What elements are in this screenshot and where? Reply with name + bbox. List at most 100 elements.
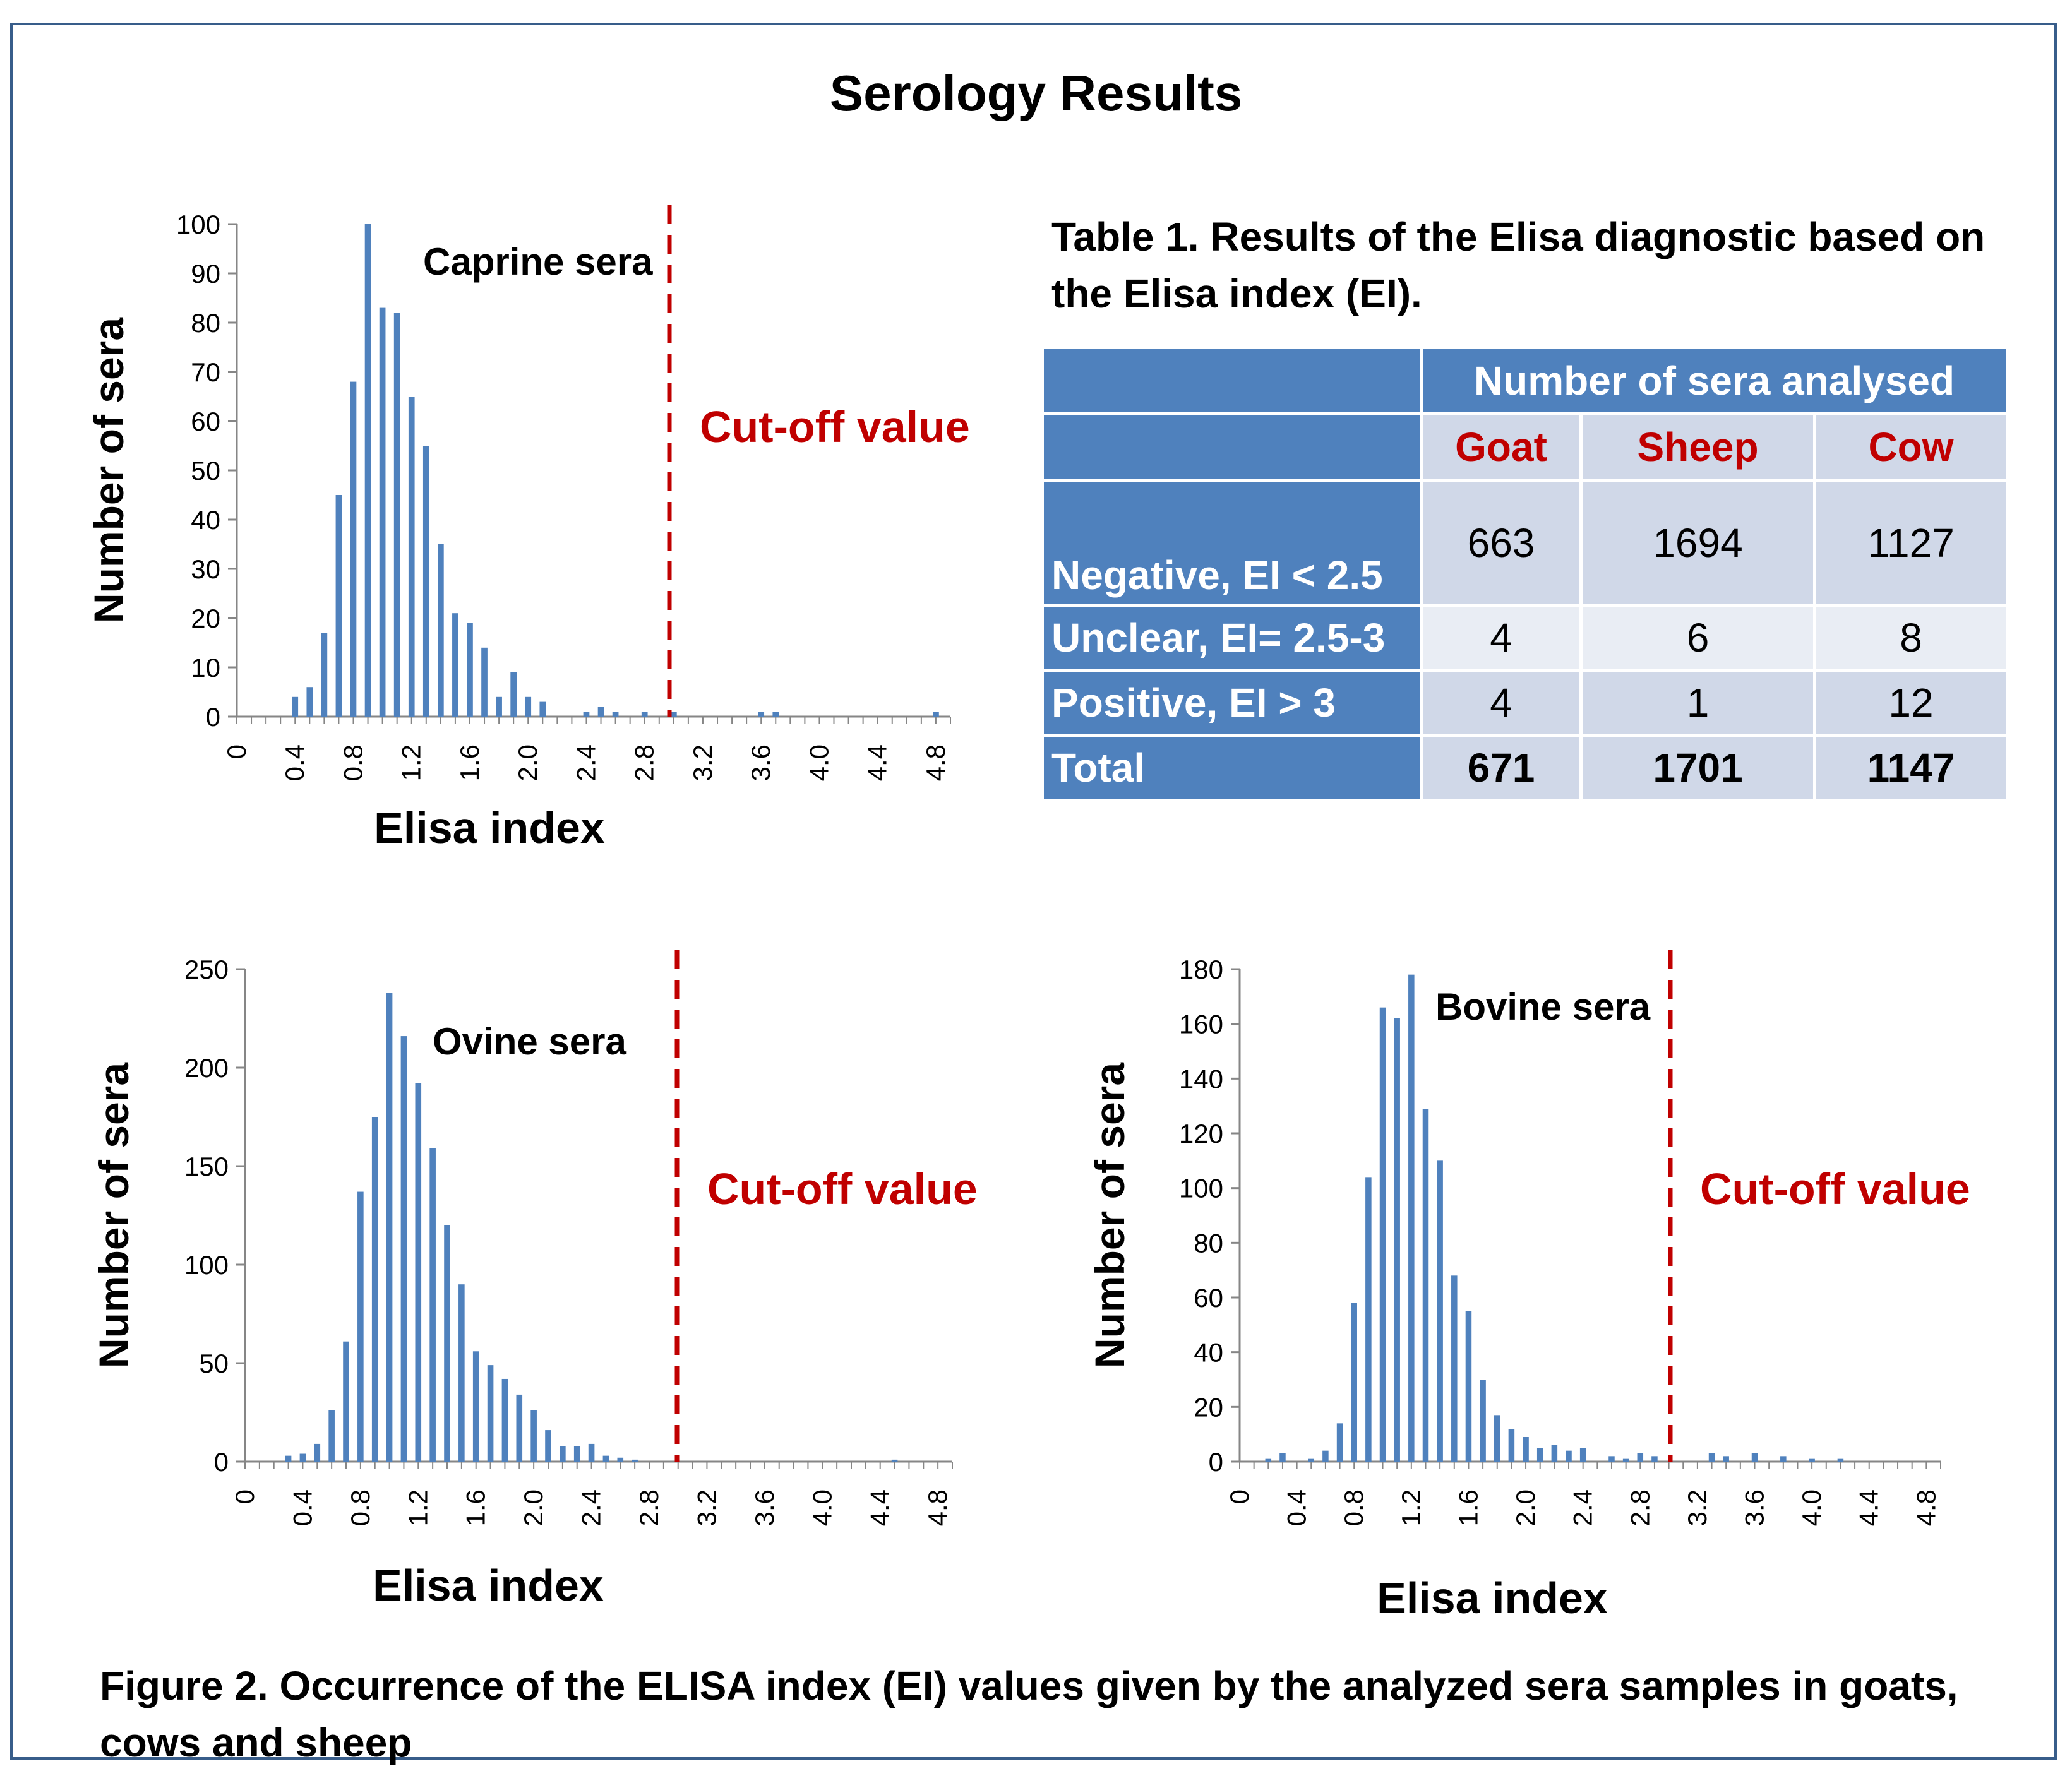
bar bbox=[539, 701, 546, 717]
y-tick-label: 50 bbox=[191, 456, 220, 486]
table-cell: 1694 bbox=[1579, 479, 1816, 607]
bar bbox=[560, 1446, 566, 1462]
x-tick-label: 2.8 bbox=[1625, 1489, 1655, 1526]
series-annotation: Caprine sera bbox=[423, 241, 653, 283]
x-tick-label: 3.2 bbox=[692, 1489, 721, 1526]
bar bbox=[364, 224, 371, 717]
y-tick-label: 120 bbox=[1179, 1119, 1223, 1148]
y-tick-label: 140 bbox=[1179, 1064, 1223, 1094]
bar bbox=[429, 1148, 436, 1462]
bar bbox=[1651, 1456, 1658, 1462]
bar bbox=[467, 623, 473, 717]
bar bbox=[438, 544, 444, 717]
y-tick-label: 40 bbox=[191, 505, 220, 535]
table-corner-cell bbox=[1041, 412, 1423, 482]
bar bbox=[1351, 1303, 1357, 1462]
results-table: Number of sera analysed Goat Sheep Cow N… bbox=[1041, 346, 2009, 802]
x-tick-label: 0 bbox=[230, 1489, 260, 1504]
bar bbox=[371, 1117, 378, 1462]
bar bbox=[670, 712, 677, 717]
column-header-cow: Cow bbox=[1812, 412, 2009, 482]
page-title: Serology Results bbox=[829, 65, 1243, 121]
x-tick-label: 2.4 bbox=[571, 744, 601, 781]
bar bbox=[1437, 1160, 1443, 1462]
bar bbox=[617, 1457, 624, 1462]
table-row: Positive, EI > 3 4 1 12 bbox=[1041, 669, 2009, 737]
bar bbox=[357, 1191, 364, 1462]
y-tick-label: 60 bbox=[1194, 1283, 1223, 1313]
bar bbox=[1523, 1437, 1529, 1462]
bar bbox=[510, 672, 517, 717]
x-tick-label: 0.8 bbox=[345, 1489, 375, 1526]
x-tick-label: 1.6 bbox=[1453, 1489, 1483, 1526]
bar bbox=[1408, 974, 1415, 1462]
x-tick-label: 4.8 bbox=[1911, 1489, 1941, 1526]
x-tick-label: 0.4 bbox=[287, 1489, 317, 1526]
bar bbox=[1379, 1007, 1386, 1462]
cutoff-label: Cut-off value bbox=[700, 402, 970, 451]
bar bbox=[1465, 1311, 1472, 1462]
bar bbox=[1551, 1445, 1558, 1462]
x-tick-label: 1.6 bbox=[461, 1489, 491, 1526]
y-tick-label: 100 bbox=[1179, 1174, 1223, 1203]
bar bbox=[1308, 1458, 1315, 1462]
bar bbox=[1837, 1458, 1844, 1462]
y-tick-label: 30 bbox=[191, 554, 220, 584]
bar bbox=[583, 712, 590, 717]
x-tick-label: 3.2 bbox=[688, 744, 717, 781]
bar bbox=[321, 633, 328, 717]
x-tick-label: 4.4 bbox=[1854, 1489, 1884, 1526]
bar bbox=[632, 1459, 638, 1462]
bar bbox=[545, 1430, 551, 1462]
bar bbox=[400, 1036, 407, 1462]
y-tick-label: 250 bbox=[184, 955, 229, 984]
table-cell: 8 bbox=[1812, 604, 2009, 672]
x-tick-label: 2.0 bbox=[518, 1489, 548, 1526]
column-header-sheep: Sheep bbox=[1579, 412, 1816, 482]
bar bbox=[1279, 1453, 1286, 1462]
table-span-header: Number of sera analysed bbox=[1419, 346, 2009, 415]
bar bbox=[530, 1410, 537, 1462]
x-tick-label: 3.2 bbox=[1682, 1489, 1712, 1526]
bar bbox=[1536, 1448, 1543, 1462]
row-label: Total bbox=[1041, 734, 1423, 802]
bar bbox=[758, 712, 765, 717]
y-tick-label: 60 bbox=[191, 407, 220, 436]
table-cell: 663 bbox=[1420, 479, 1583, 607]
row-label: Positive, EI > 3 bbox=[1041, 669, 1423, 737]
bar bbox=[481, 647, 488, 717]
poster-frame bbox=[10, 23, 2057, 1760]
x-tick-label: 0.4 bbox=[1282, 1489, 1312, 1526]
y-tick-label: 180 bbox=[1179, 955, 1223, 984]
y-tick-label: 200 bbox=[184, 1053, 229, 1083]
x-tick-label: 2.8 bbox=[630, 744, 659, 781]
x-tick-label: 0 bbox=[222, 744, 251, 759]
figure-caption: Figure 2. Occurrence of the ELISA index … bbox=[100, 1663, 1958, 1765]
x-tick-label: 3.6 bbox=[750, 1489, 779, 1526]
y-tick-label: 0 bbox=[206, 702, 220, 732]
x-tick-label: 2.0 bbox=[1511, 1489, 1540, 1526]
x-tick-label: 0.8 bbox=[338, 744, 368, 781]
bar bbox=[1579, 1448, 1586, 1462]
table-cell: 1147 bbox=[1812, 734, 2009, 802]
row-label: Negative, EI < 2.5 bbox=[1041, 479, 1423, 607]
bar bbox=[501, 1378, 508, 1462]
table-row: Total 671 1701 1147 bbox=[1041, 734, 2009, 802]
x-tick-label: 2.8 bbox=[634, 1489, 664, 1526]
y-tick-label: 50 bbox=[199, 1349, 229, 1378]
x-tick-label: 4.4 bbox=[865, 1489, 895, 1526]
bar bbox=[306, 687, 313, 717]
bar bbox=[343, 1341, 349, 1462]
x-axis-title: Elisa index bbox=[373, 1561, 604, 1610]
y-tick-label: 100 bbox=[176, 210, 220, 239]
table-cell: 12 bbox=[1812, 669, 2009, 737]
x-tick-label: 1.2 bbox=[397, 744, 426, 781]
x-axis-title: Elisa index bbox=[1377, 1573, 1608, 1623]
bar bbox=[415, 1083, 422, 1462]
x-axis-title: Elisa index bbox=[374, 803, 605, 852]
bar bbox=[597, 707, 604, 717]
x-tick-label: 4.0 bbox=[1797, 1489, 1826, 1526]
x-tick-label: 4.0 bbox=[807, 1489, 837, 1526]
